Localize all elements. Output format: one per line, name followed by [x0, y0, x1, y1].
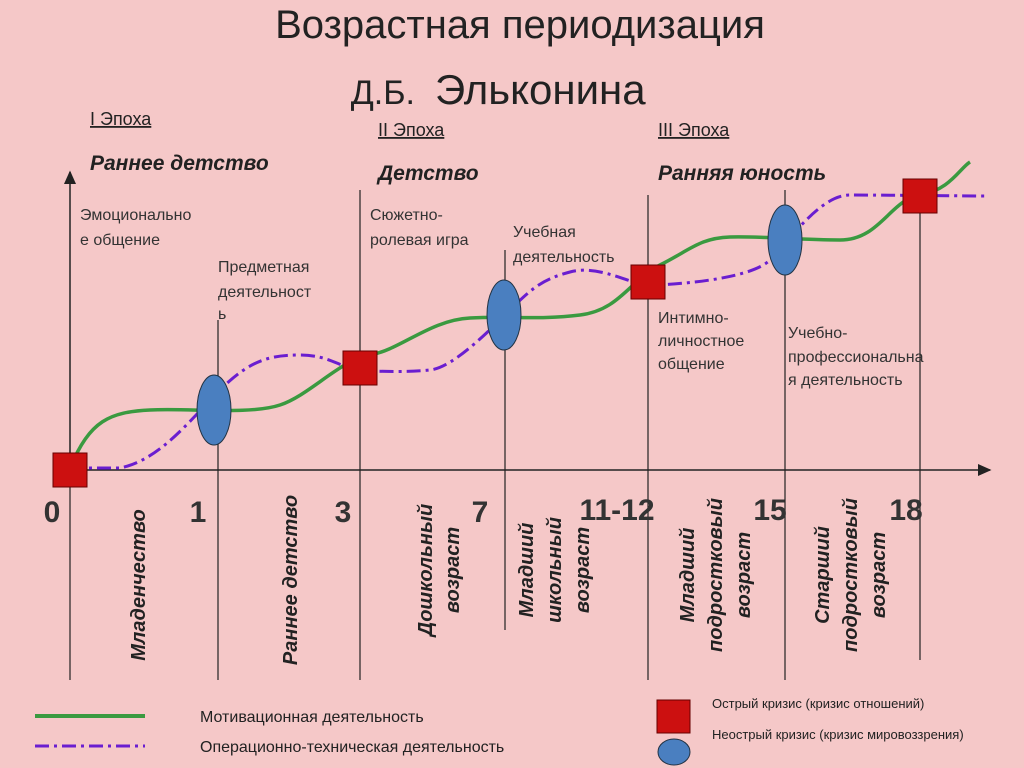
activity: ь [218, 306, 226, 323]
activity: личностное [658, 333, 744, 350]
period: Младший [677, 528, 699, 623]
epochs: I Эпоха Раннее детство II Эпоха Детство … [90, 109, 826, 185]
activity: е общение [80, 232, 160, 249]
epoch-label: II Эпоха [378, 120, 445, 140]
epoch-name: Детство [376, 162, 479, 185]
activities: Эмоционально е общение Предметная деятел… [80, 207, 924, 389]
age: 7 [472, 496, 489, 529]
ages: 0 1 3 7 11-12 15 18 [44, 494, 923, 529]
period: возраст [868, 532, 890, 618]
periods: Младенчество Раннее детство Дошкольный в… [128, 495, 890, 665]
period: подростковый [840, 498, 862, 652]
initials: Д.Б. [351, 74, 415, 112]
epoch-name: Ранняя юность [658, 162, 826, 185]
activity: общение [658, 356, 725, 373]
age: 1 [190, 496, 207, 529]
activity: Предметная [218, 259, 309, 276]
epoch-label: I Эпоха [90, 109, 152, 129]
period: Старший [812, 526, 834, 624]
activity: ролевая игра [370, 232, 469, 249]
legend-label: Острый кризис (кризис отношений) [712, 696, 924, 711]
activity: я деятельность [788, 372, 903, 389]
age: 0 [44, 496, 61, 529]
crises [52, 178, 938, 488]
acute-crisis [630, 264, 666, 300]
age: 15 [753, 494, 786, 527]
activity: Эмоционально [80, 207, 191, 224]
nonacute-crisis [767, 204, 803, 276]
activity: деятельност [218, 284, 312, 301]
nonacute-crisis [486, 279, 522, 351]
period: возраст [442, 527, 464, 613]
activity: Учебно- [788, 325, 847, 342]
acute-crisis [342, 350, 378, 386]
legend-label: Мотивационная деятельность [200, 709, 424, 726]
activity: Учебная [513, 224, 576, 241]
activity: Интимно- [658, 310, 729, 327]
period: школьный [544, 517, 566, 623]
age: 3 [335, 496, 352, 529]
period: возраст [572, 527, 594, 613]
legend-label: Операционно-техническая деятельность [200, 739, 504, 756]
age: 18 [889, 494, 922, 527]
activity: профессиональна [788, 349, 924, 366]
period: Младший [516, 523, 538, 618]
operational-line [70, 193, 986, 470]
period: Раннее детство [280, 495, 302, 665]
legend-label: Неострый кризис (кризис мировоззрения) [712, 727, 964, 742]
period: подростковый [705, 498, 727, 652]
legend: Мотивационная деятельность Операционно-т… [35, 696, 964, 766]
acute-crisis [52, 452, 88, 488]
nonacute-crisis [196, 374, 232, 446]
period: Дошкольный [415, 504, 437, 639]
surname: Эльконина [435, 66, 646, 113]
motivational-line [68, 160, 972, 469]
period: возраст [733, 532, 755, 618]
epoch-label: III Эпоха [658, 120, 730, 140]
activity: Сюжетно- [370, 207, 443, 224]
epoch-name: Раннее детство [90, 152, 269, 175]
activity: деятельность [513, 249, 614, 266]
acute-crisis [902, 178, 938, 214]
age: 11-12 [579, 494, 654, 527]
title: Возрастная периодизация [275, 3, 765, 47]
period: Младенчество [128, 509, 150, 661]
